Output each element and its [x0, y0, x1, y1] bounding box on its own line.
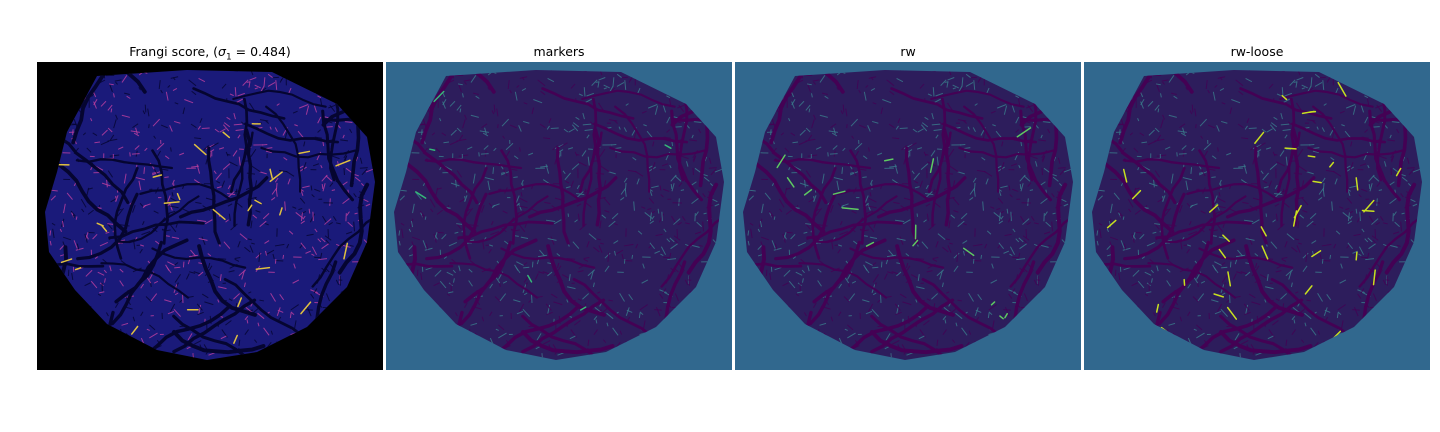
tissue-region [45, 70, 375, 360]
panel-frangi: Frangi score, (σ1 = 0.484) [37, 42, 383, 370]
markers-image [386, 62, 732, 370]
panel-rw-loose: rw-loose [1084, 42, 1430, 370]
rw-image [735, 62, 1081, 370]
panel-title-markers: markers [533, 44, 585, 59]
tissue-region [1092, 70, 1422, 360]
tissue-region [394, 70, 724, 360]
panel-markers: markers [386, 42, 732, 370]
frangi-image [37, 62, 383, 370]
panel-rw: rw [735, 42, 1081, 370]
panel-title-rw-loose: rw-loose [1230, 44, 1284, 59]
rw-loose-image [1084, 62, 1430, 370]
panel-title-frangi: Frangi score, (σ1 = 0.484) [129, 44, 291, 63]
tissue-region [743, 70, 1073, 360]
panel-title-rw: rw [900, 44, 916, 59]
